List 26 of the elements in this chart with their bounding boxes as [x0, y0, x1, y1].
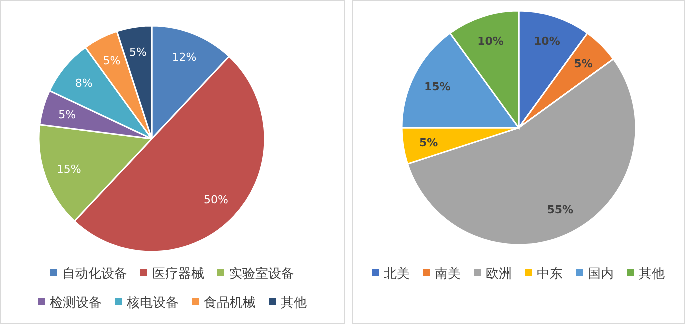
legend-label: 其他 [639, 267, 665, 282]
data-label: 5% [58, 108, 76, 122]
legend-label: 北美 [384, 266, 410, 282]
data-label: 5% [129, 46, 147, 59]
legend-label: 欧洲 [486, 267, 512, 282]
data-label: 5% [420, 136, 438, 150]
data-label: 12% [172, 51, 197, 64]
data-label: 8% [75, 76, 93, 90]
legend-label: 南美 [435, 266, 461, 282]
legend-label: 实验室设备 [230, 266, 294, 282]
data-label: 10% [478, 35, 504, 48]
legend-label: 核电设备 [126, 296, 179, 311]
legend-label: 其他 [281, 296, 307, 311]
legend-label: 食品机械 [204, 296, 256, 311]
legend-label: 医疗器械 [152, 267, 204, 282]
data-label: 15% [424, 80, 451, 94]
data-label: 5% [574, 57, 593, 70]
data-label: 5% [103, 54, 121, 68]
data-label: 10% [534, 35, 560, 48]
data-label: 50% [204, 193, 228, 206]
legend-label: 自动化设备 [62, 267, 128, 282]
legend-label: 国内 [588, 267, 614, 282]
legend-label: 检测设备 [50, 296, 102, 311]
data-label: 55% [547, 203, 574, 216]
data-label: 15% [56, 162, 82, 176]
legend-label: 中东 [537, 267, 563, 282]
